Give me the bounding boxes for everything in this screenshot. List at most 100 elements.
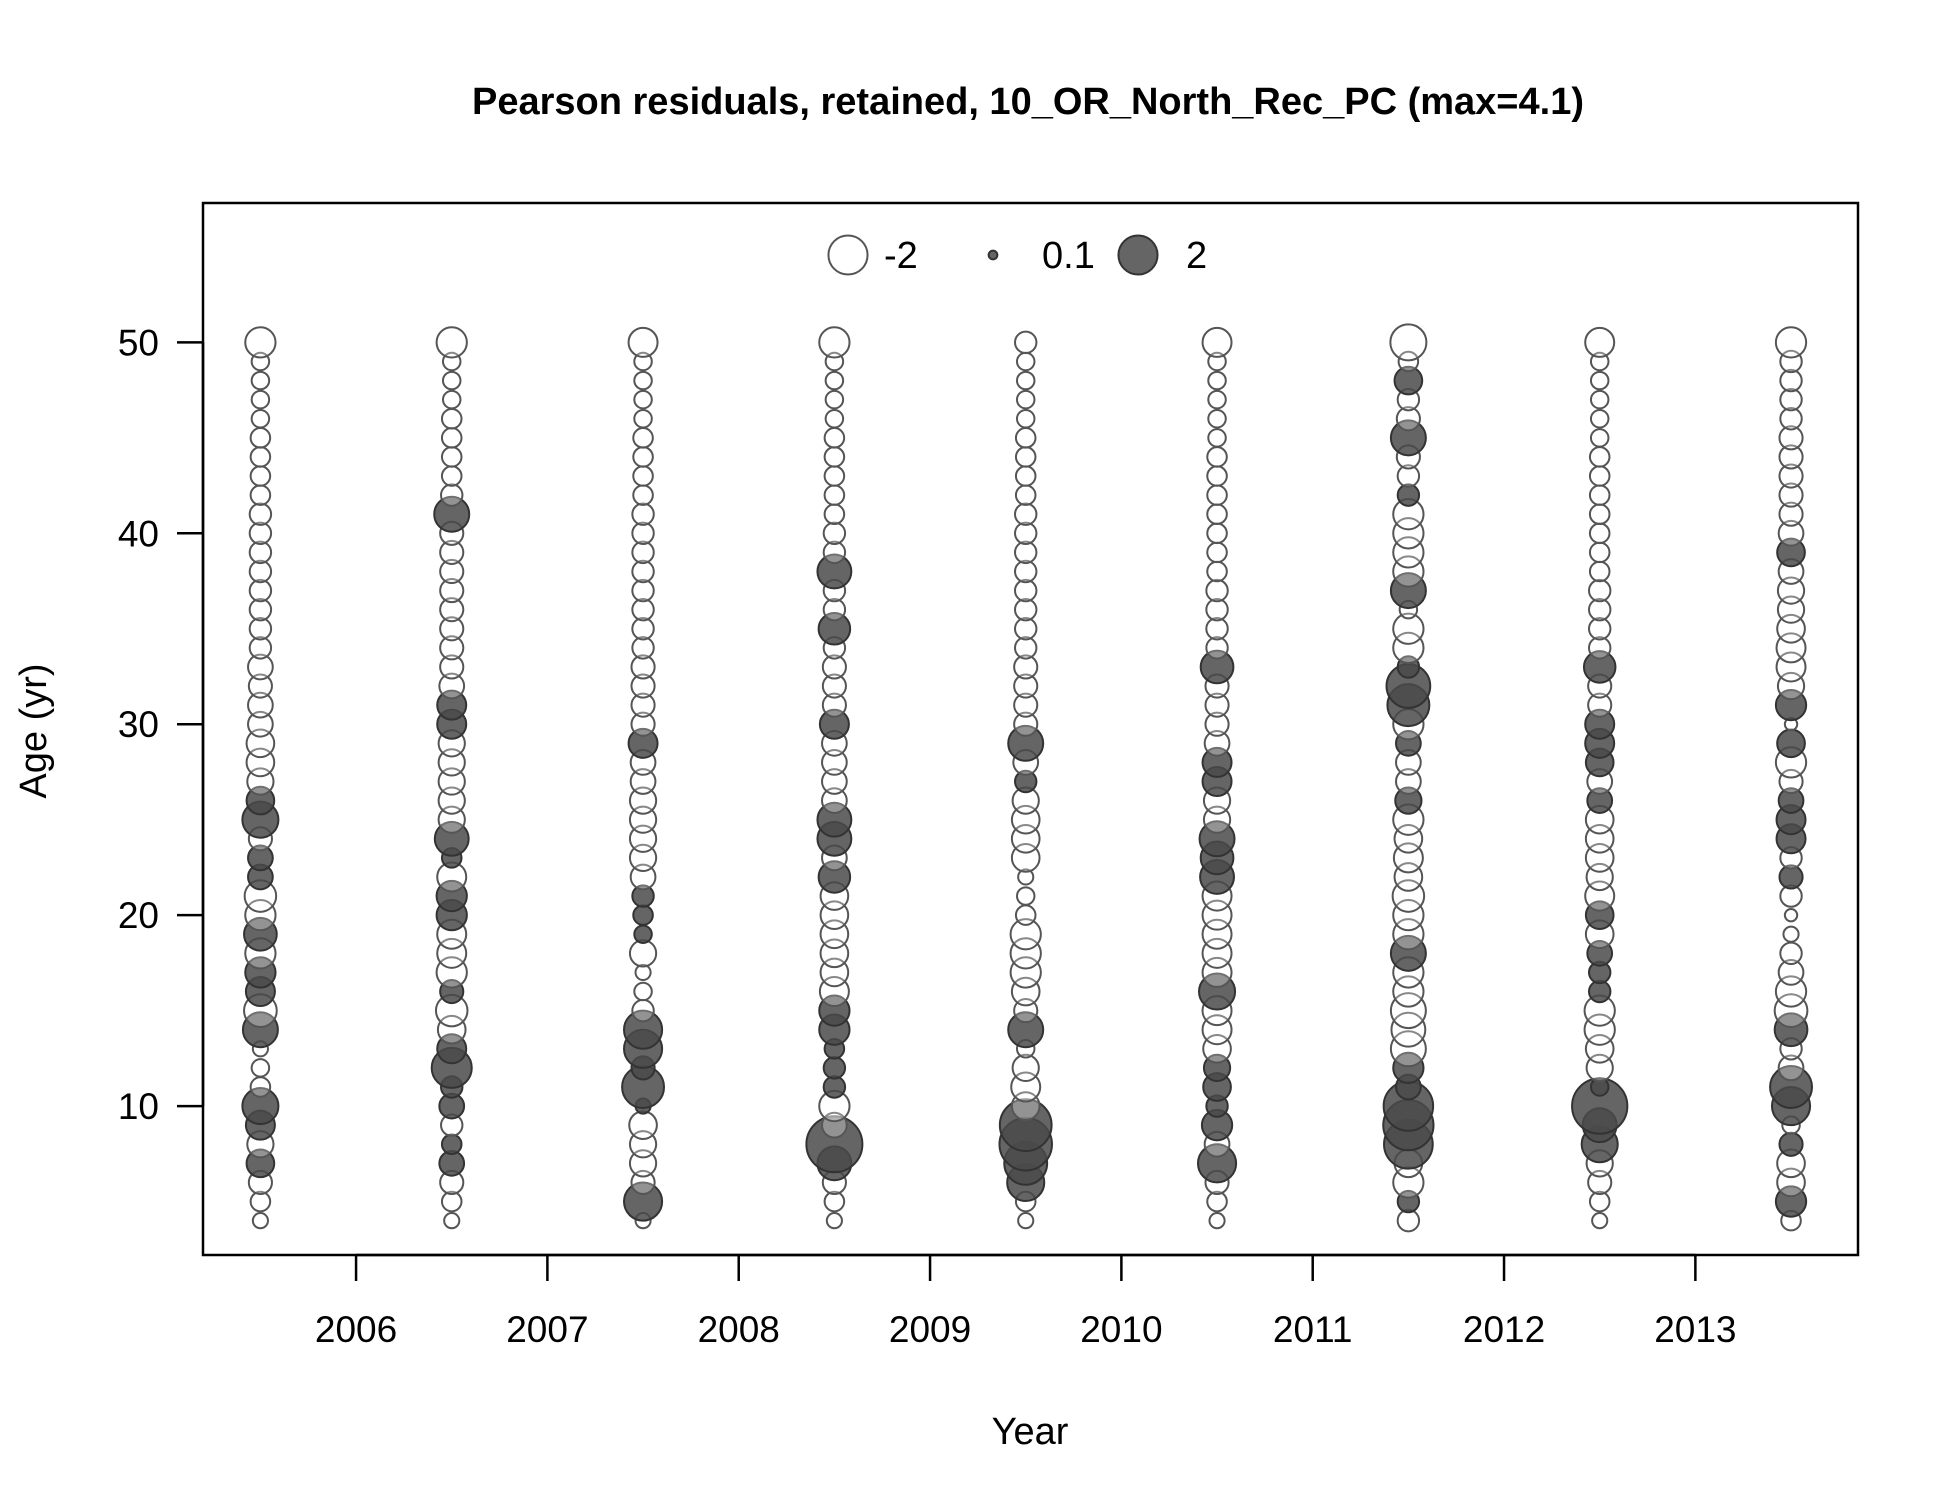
negative-residual-point: [249, 427, 272, 449]
negative-residual-point: [1588, 465, 1611, 487]
positive-residual-point: [1778, 1131, 1804, 1157]
negative-residual-point: [1389, 992, 1427, 1030]
negative-residual-point: [1014, 446, 1037, 468]
negative-residual-point: [1014, 521, 1038, 546]
negative-residual-point: [1013, 711, 1039, 737]
negative-residual-point: [631, 617, 655, 641]
negative-residual-point: [250, 389, 271, 410]
legend-label: 0.1: [1042, 235, 1095, 277]
negative-residual-point: [1777, 959, 1805, 986]
negative-residual-point: [249, 446, 272, 468]
negative-residual-point: [1206, 446, 1228, 468]
negative-residual-point: [824, 409, 845, 429]
negative-residual-point: [823, 503, 846, 525]
negative-residual-point: [250, 409, 271, 429]
positive-residual-point: [1769, 1065, 1814, 1109]
negative-residual-point: [633, 409, 653, 429]
negative-residual-point: [435, 326, 468, 359]
positive-residual-point: [1199, 649, 1235, 685]
negative-residual-point: [631, 502, 655, 526]
negative-residual-point: [1392, 517, 1425, 550]
x-tick-label: 2012: [1463, 1309, 1545, 1350]
negative-residual-point: [250, 1058, 271, 1078]
negative-residual-point: [630, 692, 656, 718]
y-tick-label: 10: [118, 1086, 159, 1127]
negative-residual-point: [248, 617, 273, 641]
negative-residual-point: [634, 963, 652, 982]
negative-residual-point: [822, 521, 847, 546]
negative-residual-point: [1207, 409, 1227, 429]
negative-residual-point: [437, 767, 466, 796]
negative-residual-point: [1013, 692, 1039, 718]
negative-residual-point: [438, 672, 466, 700]
negative-residual-point: [628, 843, 658, 872]
negative-residual-point: [1587, 597, 1612, 622]
negative-residual-point: [248, 597, 273, 622]
positive-residual-point: [622, 1009, 664, 1050]
positive-residual-point: [633, 924, 653, 944]
negative-residual-point: [1589, 370, 1610, 391]
negative-residual-point: [1778, 482, 1804, 508]
negative-residual-point: [822, 597, 847, 622]
x-tick-label: 2009: [889, 1309, 971, 1350]
negative-residual-point: [1782, 925, 1800, 943]
negative-residual-point: [439, 635, 465, 661]
negative-residual-point: [1773, 993, 1809, 1028]
negative-residual-point: [1392, 631, 1425, 665]
positive-residual-point: [1778, 864, 1804, 890]
negative-residual-point: [1202, 805, 1232, 834]
positive-residual-point: [1196, 1143, 1238, 1184]
negative-residual-point: [1587, 692, 1613, 718]
positive-residual-point: [433, 495, 471, 533]
negative-residual-point: [1017, 1212, 1035, 1230]
negative-residual-point: [632, 484, 654, 506]
negative-residual-point: [248, 578, 273, 603]
positive-residual-point: [1389, 419, 1427, 457]
negative-residual-point: [1206, 1190, 1228, 1213]
y-tick-label: 40: [118, 513, 159, 554]
positive-residual-point: [817, 611, 852, 646]
negative-residual-point: [1389, 323, 1428, 362]
negative-residual-point: [823, 1190, 846, 1213]
negative-residual-point: [441, 370, 462, 391]
positive-residual-point: [1776, 728, 1806, 759]
positive-residual-point: [1773, 1012, 1809, 1048]
negative-residual-point: [1583, 1013, 1616, 1046]
negative-residual-point: [1779, 387, 1803, 412]
negative-residual-point: [440, 483, 464, 507]
negative-residual-point: [437, 805, 466, 834]
negative-residual-point: [1778, 444, 1804, 470]
negative-residual-point: [627, 326, 659, 358]
positive-residual-point: [1014, 769, 1038, 794]
negative-residual-point: [249, 1076, 272, 1098]
negative-residual-point: [629, 768, 657, 795]
negative-residual-point: [247, 653, 274, 681]
negative-residual-point: [441, 389, 462, 410]
y-axis-label: Age (yr): [13, 663, 55, 798]
y-tick-label: 20: [118, 895, 159, 936]
negative-residual-point: [440, 1190, 463, 1213]
negative-residual-point: [1206, 503, 1228, 525]
negative-residual-point: [1015, 351, 1036, 372]
positive-residual-point: [1396, 483, 1421, 507]
x-tick-label: 2011: [1273, 1309, 1353, 1350]
positive-residual-point: [241, 1011, 279, 1049]
negative-residual-point: [1584, 326, 1616, 358]
negative-residual-point: [1014, 617, 1038, 641]
positive-residual-point: [1007, 724, 1045, 762]
positive-residual-point: [1394, 786, 1423, 815]
positive-residual-point: [436, 689, 468, 721]
negative-residual-point: [1392, 555, 1425, 588]
negative-residual-point: [631, 540, 655, 565]
negative-residual-point: [1014, 904, 1037, 926]
negative-residual-point: [443, 1212, 461, 1230]
negative-residual-point: [1587, 617, 1612, 641]
negative-residual-point: [629, 863, 657, 891]
chart-title: Pearson residuals, retained, 10_OR_North…: [472, 81, 1584, 123]
positive-residual-point: [1392, 1051, 1425, 1085]
x-tick-label: 2010: [1080, 1309, 1162, 1350]
negative-residual-point: [1392, 612, 1425, 645]
negative-residual-point: [1017, 868, 1035, 886]
negative-residual-point: [1205, 578, 1229, 603]
negative-residual-point: [1014, 597, 1038, 622]
